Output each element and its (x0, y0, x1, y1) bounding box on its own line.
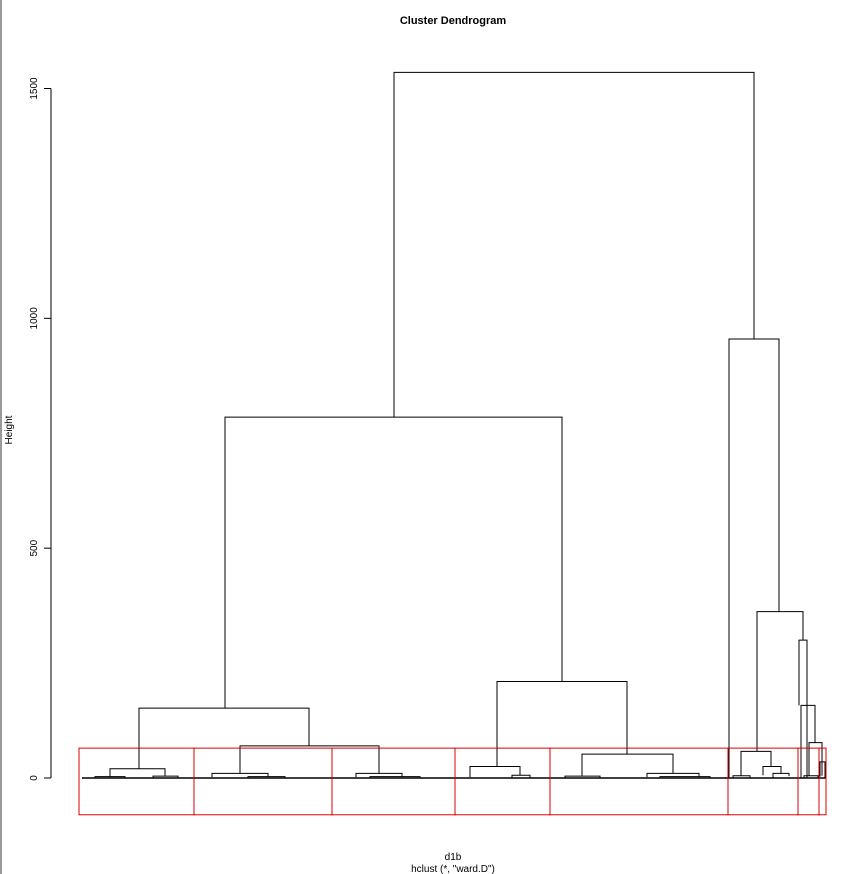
dendrogram-merge (762, 766, 782, 776)
x-axis-label: d1b (445, 852, 462, 863)
y-tick-label: 500 (29, 539, 40, 556)
dendrogram-merge (803, 775, 819, 778)
dendrogram-merge (247, 776, 286, 778)
dendrogram-merge (511, 774, 531, 778)
y-tick-label: 1500 (29, 77, 40, 100)
dendrogram-merge (646, 772, 700, 778)
dendrogram-merge (819, 761, 826, 778)
dendrogram-merge (564, 775, 601, 778)
dendrogram-merge (224, 416, 563, 709)
window-left-border (0, 0, 2, 874)
cluster-box (78, 747, 195, 816)
cluster-box (454, 747, 551, 816)
dendrogram-merge (469, 766, 521, 778)
cluster-boxes (78, 747, 827, 816)
dendrogram-merge (798, 639, 808, 778)
y-tick-label: 0 (29, 775, 40, 781)
dendrogram-merge (496, 680, 628, 767)
y-axis: 0 500 1000 1500 (29, 77, 52, 781)
dendrogram-merge (740, 750, 772, 776)
dendrogram-merge (728, 338, 780, 778)
dendrogram-tree (82, 71, 826, 779)
chart-title: Cluster Dendrogram (400, 15, 507, 27)
dendrogram-merge (732, 775, 751, 778)
method-sublabel: hclust (*, "ward.D") (411, 864, 495, 874)
cluster-box (193, 747, 333, 816)
dendrogram-merge (211, 772, 269, 778)
dendrogram-merge (800, 704, 816, 778)
cluster-box (549, 747, 729, 816)
dendrogram-merge (808, 742, 823, 776)
cluster-box (331, 747, 456, 816)
dendrogram-merge (94, 776, 126, 778)
dendrogram-merge (393, 71, 755, 418)
dendrogram-merge (109, 768, 166, 777)
dendrogram-merge (659, 776, 711, 778)
dendrogram-merge (756, 611, 804, 752)
dendrogram-merge (152, 775, 179, 778)
y-axis-label: Height (4, 415, 15, 444)
cluster-box (727, 747, 799, 816)
dendrogram-merge (138, 707, 310, 769)
cluster-box (818, 747, 827, 816)
y-tick-label: 1000 (29, 307, 40, 330)
dendrogram-merge (355, 772, 403, 778)
dendrogram-merge (581, 753, 674, 777)
dendrogram-merge (772, 772, 790, 778)
dendrogram-merge (239, 745, 380, 774)
dendrogram-merge (369, 776, 421, 778)
